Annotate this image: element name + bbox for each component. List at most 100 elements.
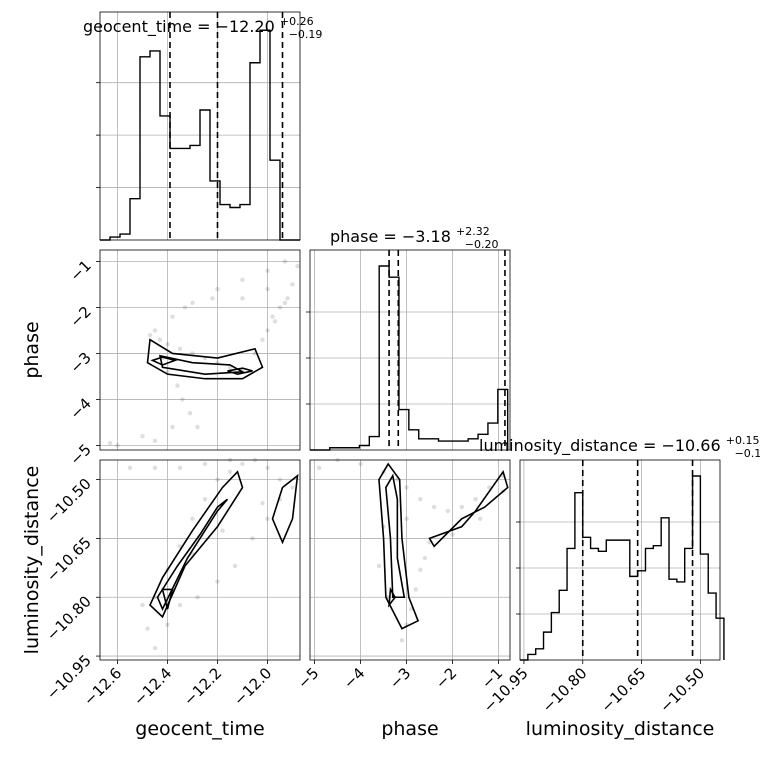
scatter-point bbox=[215, 477, 220, 482]
scatter-point bbox=[177, 346, 183, 352]
scatter-point bbox=[165, 342, 170, 347]
title-geocent-time-text: geocent_time bbox=[83, 17, 192, 37]
scatter-point bbox=[215, 579, 220, 584]
scatter-point bbox=[277, 477, 283, 482]
y-tick-label-luminosity-distance: −10.65 bbox=[43, 534, 95, 586]
contour-level-1 bbox=[156, 498, 229, 611]
scatter-point bbox=[157, 337, 163, 342]
scatter-point bbox=[265, 465, 270, 471]
contour-level-3 bbox=[150, 356, 178, 366]
scatter-point bbox=[232, 563, 238, 569]
scatter-point bbox=[190, 351, 195, 356]
xlabel-luminosity-distance: luminosity_distance bbox=[526, 718, 715, 740]
scatter-point bbox=[180, 397, 185, 402]
x-tick-label-phase: −5 bbox=[294, 664, 322, 692]
scatter-point bbox=[422, 555, 428, 561]
x-tick-label-luminosity-distance: −10.65 bbox=[597, 664, 649, 716]
scatter-point bbox=[202, 497, 208, 502]
contour-level-2 bbox=[227, 367, 253, 375]
scatter-point bbox=[177, 602, 183, 608]
contour-level-0 bbox=[146, 338, 264, 380]
scatter-point bbox=[265, 328, 270, 333]
scatter-point bbox=[265, 286, 270, 292]
scatter-point bbox=[140, 434, 145, 439]
scatter-point bbox=[290, 485, 295, 490]
scatter-point bbox=[115, 443, 120, 448]
scatter-point bbox=[182, 305, 188, 310]
scatter-point bbox=[404, 516, 409, 522]
scatter-point bbox=[295, 263, 300, 269]
scatter-point bbox=[265, 516, 270, 522]
scatter-point bbox=[316, 465, 322, 471]
y-tick-label-phase: −2 bbox=[66, 303, 94, 331]
scatter-point bbox=[473, 497, 478, 502]
scatter-point bbox=[195, 595, 200, 600]
contour-level-3 bbox=[271, 473, 299, 545]
title-geocent-time: geocent_time = −12.20 +0.26 −0.19 bbox=[83, 10, 322, 41]
scatter-point bbox=[399, 638, 405, 643]
contour-level-0 bbox=[378, 462, 420, 630]
contour-level-2 bbox=[161, 588, 174, 610]
scatter-point bbox=[140, 602, 145, 608]
scatter-point bbox=[127, 465, 133, 471]
y-tick-label-phase: −5 bbox=[66, 441, 94, 469]
scatter-point bbox=[431, 504, 437, 510]
y-tick-label-luminosity-distance: −10.80 bbox=[43, 592, 95, 644]
contour-level-1 bbox=[385, 473, 406, 599]
x-tick-label-phase: −3 bbox=[386, 664, 414, 692]
ylabel-phase: phase bbox=[21, 321, 43, 378]
scatter-point bbox=[404, 485, 409, 490]
y-tick-label-phase: −3 bbox=[66, 349, 94, 377]
scatter-point bbox=[202, 461, 208, 467]
ylabel-luminosity-distance: luminosity_distance bbox=[21, 466, 43, 655]
scatter-point bbox=[270, 314, 275, 319]
scatter-point bbox=[418, 497, 423, 502]
scatter-point bbox=[282, 300, 288, 306]
y-tick-label-phase: −1 bbox=[66, 257, 94, 285]
x-tick-label-geocent-time: −12.0 bbox=[230, 664, 275, 709]
scatter-point bbox=[418, 567, 423, 573]
scatter-point bbox=[177, 465, 183, 471]
y-tick-label-luminosity-distance: −10.50 bbox=[43, 475, 95, 527]
scatter-point bbox=[152, 328, 158, 333]
scatter-point bbox=[170, 314, 175, 319]
scatter-point bbox=[450, 532, 455, 537]
scatter-point bbox=[290, 282, 295, 287]
scatter-point bbox=[445, 508, 451, 514]
x-tick-label-geocent-time: −12.2 bbox=[180, 664, 225, 709]
scatter-point bbox=[152, 438, 158, 444]
scatter-point bbox=[240, 277, 245, 283]
panel-frame-2-2 bbox=[519, 459, 721, 661]
xlabel-phase: phase bbox=[381, 718, 438, 740]
scatter-point bbox=[145, 626, 150, 631]
x-tick-label-luminosity-distance: −10.50 bbox=[656, 664, 708, 716]
scatter-point bbox=[265, 268, 270, 273]
scatter-point bbox=[358, 461, 363, 467]
x-tick-label-luminosity-distance: −10.80 bbox=[539, 664, 591, 716]
scatter-point bbox=[220, 528, 225, 533]
contour-level-1 bbox=[158, 354, 246, 375]
scatter-point bbox=[376, 563, 382, 569]
xlabel-geocent-time: geocent_time bbox=[135, 718, 264, 740]
x-tick-label-phase: −2 bbox=[432, 664, 460, 692]
scatter-point bbox=[187, 411, 193, 416]
scatter-point bbox=[152, 646, 158, 651]
scatter-point bbox=[170, 424, 175, 430]
scatter-point bbox=[107, 440, 113, 446]
contour-level-2 bbox=[388, 586, 397, 608]
histogram-geocent-time bbox=[100, 29, 300, 241]
scatter-point bbox=[459, 504, 464, 510]
scatter-point bbox=[240, 461, 245, 467]
title-phase: phase = −3.18 +2.32 −0.20 bbox=[330, 220, 499, 251]
contour-level-0 bbox=[149, 470, 244, 619]
panel-frame-2-0 bbox=[99, 459, 301, 661]
panel-frame-0-0 bbox=[99, 11, 301, 241]
scatter-point bbox=[175, 383, 180, 388]
scatter-point bbox=[147, 332, 153, 338]
scatter-point bbox=[165, 622, 170, 627]
scatter-point bbox=[285, 296, 290, 301]
panel-frame-1-0 bbox=[99, 249, 301, 451]
scatter-point bbox=[272, 319, 278, 324]
scatter-point bbox=[277, 305, 283, 310]
